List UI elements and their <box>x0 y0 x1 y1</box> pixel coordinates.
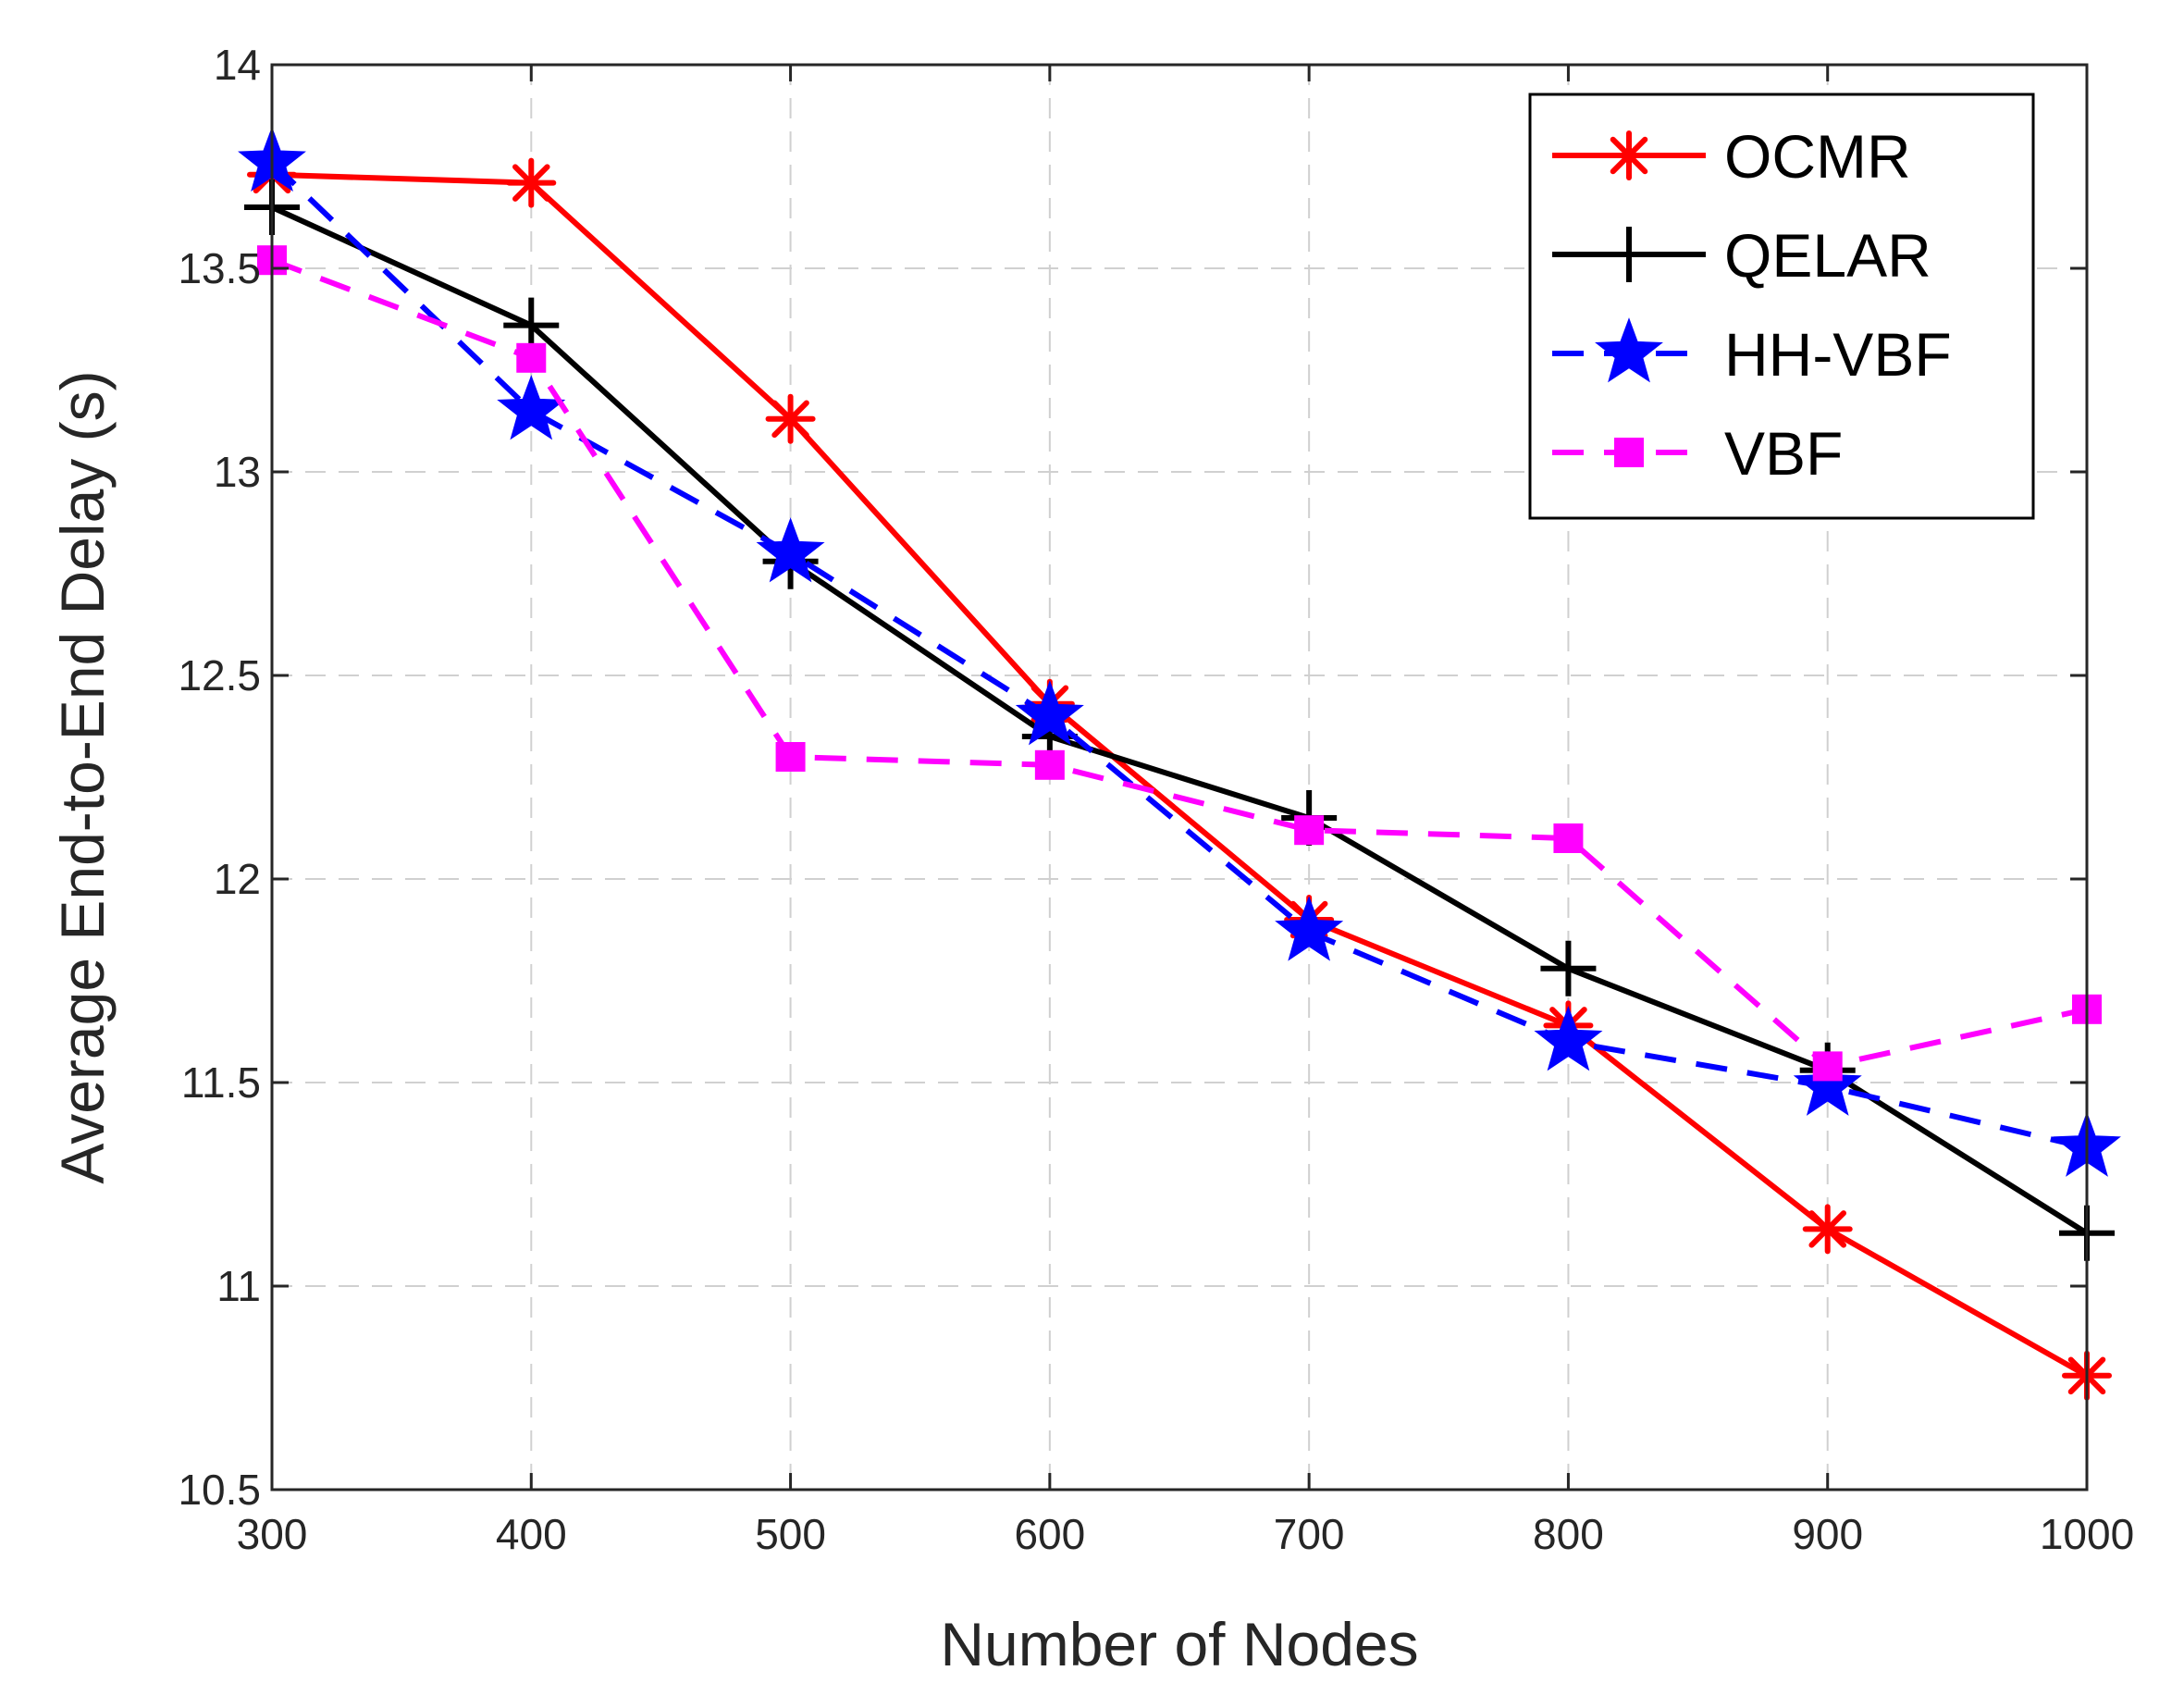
x-tick-label: 800 <box>1533 1510 1604 1558</box>
y-tick-label: 11.5 <box>181 1058 261 1107</box>
data-point-hh-vbf <box>1793 1050 1862 1116</box>
x-tick-label: 1000 <box>2040 1510 2134 1558</box>
data-point-vbf <box>1294 815 1325 846</box>
x-tick-label: 400 <box>496 1510 567 1558</box>
legend: OCMR QELAR HH-VBF VBF <box>1528 93 2035 520</box>
data-point-ocmr <box>765 393 816 444</box>
legend-label-hh-vbf: HH-VBF <box>1724 320 1952 389</box>
legend-item-ocmr: OCMR <box>1552 122 1911 191</box>
series-group <box>238 126 2121 1401</box>
x-tick-label: 500 <box>755 1510 826 1558</box>
x-tick-label: 700 <box>1274 1510 1345 1558</box>
y-axis-ticks: 10.5 11 11.5 12 12.5 13 13.5 14 <box>178 41 2087 1514</box>
data-point-qelar <box>1540 940 1597 996</box>
data-point-vbf <box>1812 1051 1843 1082</box>
series-vbf <box>257 245 2102 1082</box>
x-tick-label: 300 <box>237 1510 308 1558</box>
series-line-vbf <box>270 257 2088 1070</box>
y-tick-label: 13 <box>214 448 261 496</box>
y-tick-label: 13.5 <box>178 244 261 292</box>
data-point-hh-vbf <box>497 375 566 440</box>
legend-marker-qelar <box>1601 227 1657 282</box>
x-axis-ticks: 300 400 500 600 700 800 900 1000 <box>237 65 2134 1558</box>
data-point-hh-vbf <box>1015 680 1084 746</box>
data-point-vbf <box>775 742 806 772</box>
legend-box <box>1528 93 2035 520</box>
x-tick-label: 600 <box>1014 1510 1085 1558</box>
y-axis-label: Average End-to-End Delay (s) <box>48 370 117 1183</box>
y-tick-label: 14 <box>214 41 261 89</box>
legend-label-vbf: VBF <box>1724 419 1843 488</box>
legend-item-qelar: QELAR <box>1552 221 1931 290</box>
plot-area-frame <box>270 63 2089 1491</box>
data-point-hh-vbf <box>1534 1006 1603 1071</box>
x-axis-label: Number of Nodes <box>940 1610 1418 1678</box>
legend-marker-hh-vbf <box>1595 317 1663 383</box>
data-point-vbf <box>516 342 547 373</box>
legend-item-vbf: VBF <box>1552 419 1843 488</box>
series-line-ocmr <box>271 171 2089 1379</box>
data-point-vbf <box>1034 749 1065 780</box>
legend-marker-ocmr <box>1604 130 1654 180</box>
legend-label-qelar: QELAR <box>1724 221 1931 290</box>
data-point-hh-vbf <box>756 517 825 583</box>
data-point-vbf <box>1553 823 1584 853</box>
x-tick-label: 900 <box>1792 1510 1863 1558</box>
data-point-ocmr <box>1802 1204 1853 1255</box>
legend-marker-vbf <box>1614 438 1644 467</box>
y-tick-label: 10.5 <box>178 1466 261 1514</box>
y-tick-label: 12.5 <box>178 651 261 699</box>
y-tick-label: 11 <box>216 1262 261 1310</box>
data-point-ocmr <box>506 157 557 208</box>
y-tick-label: 12 <box>214 855 261 903</box>
data-point-hh-vbf <box>1275 896 1344 961</box>
series-line-qelar <box>270 204 2089 1236</box>
legend-item-hh-vbf: HH-VBF <box>1552 317 1952 389</box>
legend-label-ocmr: OCMR <box>1724 122 1911 191</box>
